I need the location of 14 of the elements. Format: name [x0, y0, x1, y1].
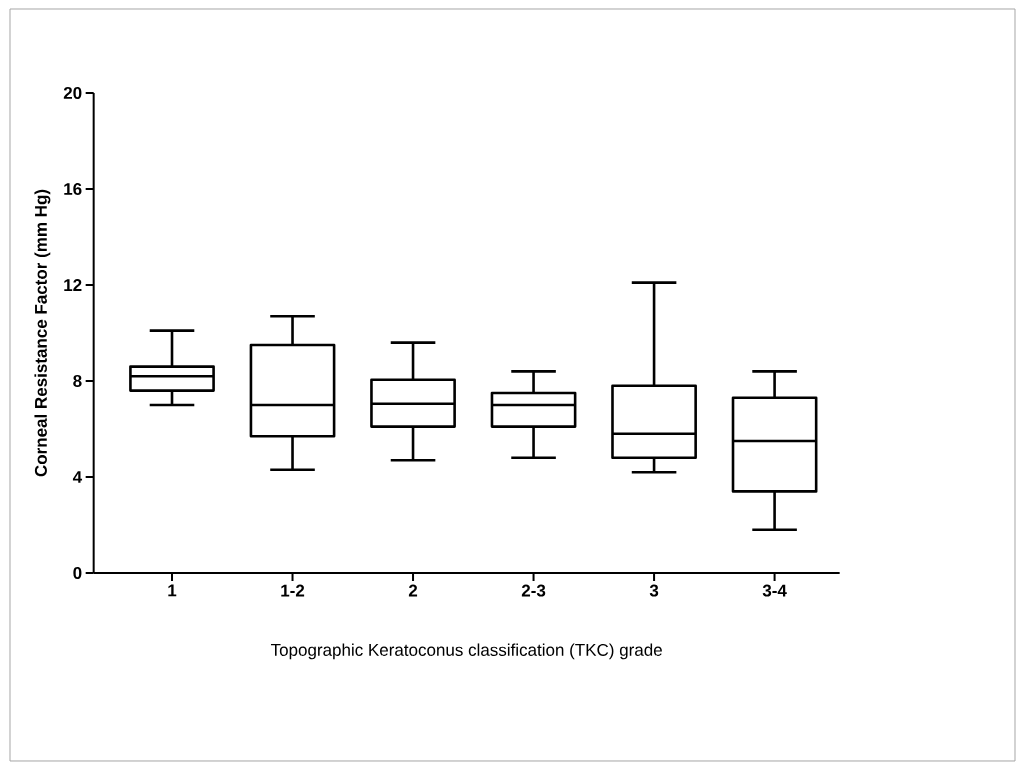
x-axis-title: Topographic Keratoconus classification (TKC) grade — [270, 643, 662, 660]
x-tick-label: 2-3 — [521, 584, 546, 597]
y-axis-title: Corneal Resistance Factor (mm Hg) — [34, 189, 51, 477]
x-tick-label: 3-4 — [762, 584, 787, 597]
y-tick-label: 0 — [73, 566, 82, 580]
y-tick-label: 12 — [64, 279, 82, 291]
x-tick-label: 2 — [408, 584, 418, 597]
x-tick-label: 1-2 — [281, 584, 305, 597]
x-tick-label: 1 — [168, 584, 177, 597]
y-tick-label: 20 — [63, 86, 82, 100]
y-tick-label: 16 — [64, 182, 82, 196]
y-tick-label: 8 — [73, 374, 82, 388]
x-tick-label: 3 — [649, 584, 659, 597]
y-tick-label: 4 — [72, 471, 83, 483]
